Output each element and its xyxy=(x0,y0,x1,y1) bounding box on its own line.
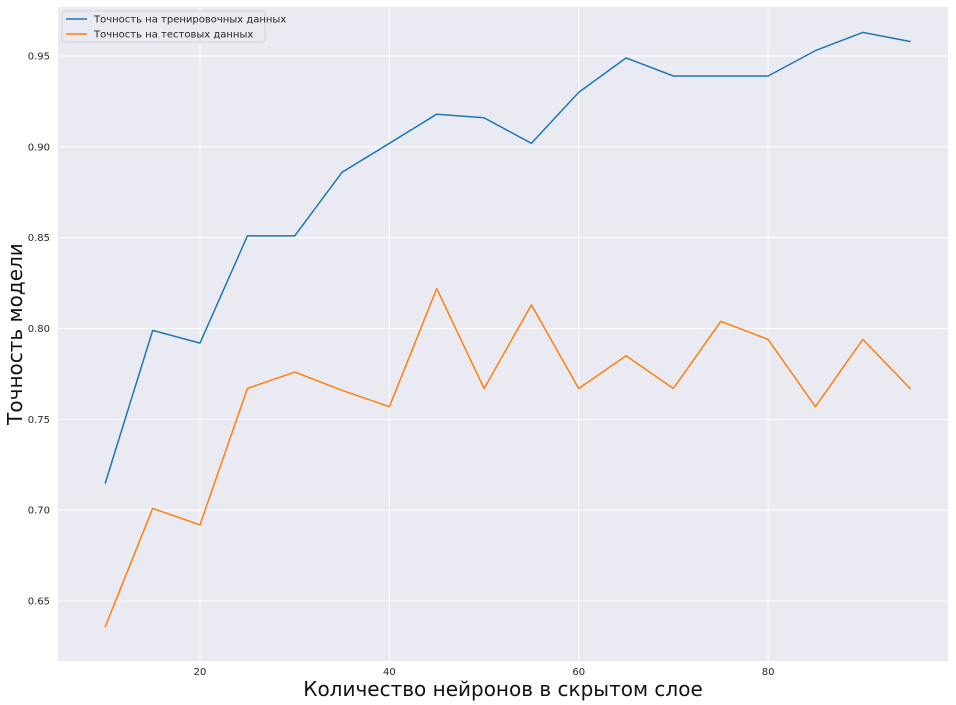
plot-area xyxy=(58,7,948,661)
y-tick-labels: 0.65 0.70 0.75 0.80 0.85 0.90 0.95 xyxy=(28,52,50,608)
x-tick-label: 80 xyxy=(762,667,775,678)
x-tick-label: 20 xyxy=(194,667,207,678)
y-tick-label: 0.95 xyxy=(28,52,50,63)
x-axis-label: Количество нейронов в скрытом слое xyxy=(303,677,703,701)
x-tick-labels: 20 40 60 80 xyxy=(194,667,775,678)
y-tick-label: 0.75 xyxy=(28,415,50,426)
y-tick-label: 0.80 xyxy=(28,324,50,335)
y-axis-label: Точность модели xyxy=(3,243,27,426)
legend: Точность на тренировочных данных Точност… xyxy=(61,10,286,43)
legend-label-train: Точность на тренировочных данных xyxy=(93,15,286,26)
x-tick-label: 60 xyxy=(572,667,585,678)
x-tick-label: 40 xyxy=(383,667,396,678)
y-tick-label: 0.90 xyxy=(28,142,50,153)
y-tick-label: 0.70 xyxy=(28,506,50,517)
series-lines xyxy=(104,31,911,628)
grid xyxy=(58,7,948,661)
legend-label-test: Точность на тестовых данных xyxy=(93,30,253,41)
legend-box xyxy=(61,10,266,43)
series-line-train xyxy=(104,31,911,484)
y-tick-label: 0.65 xyxy=(28,597,50,608)
series-line-test xyxy=(104,287,911,628)
y-tick-label: 0.85 xyxy=(28,233,50,244)
